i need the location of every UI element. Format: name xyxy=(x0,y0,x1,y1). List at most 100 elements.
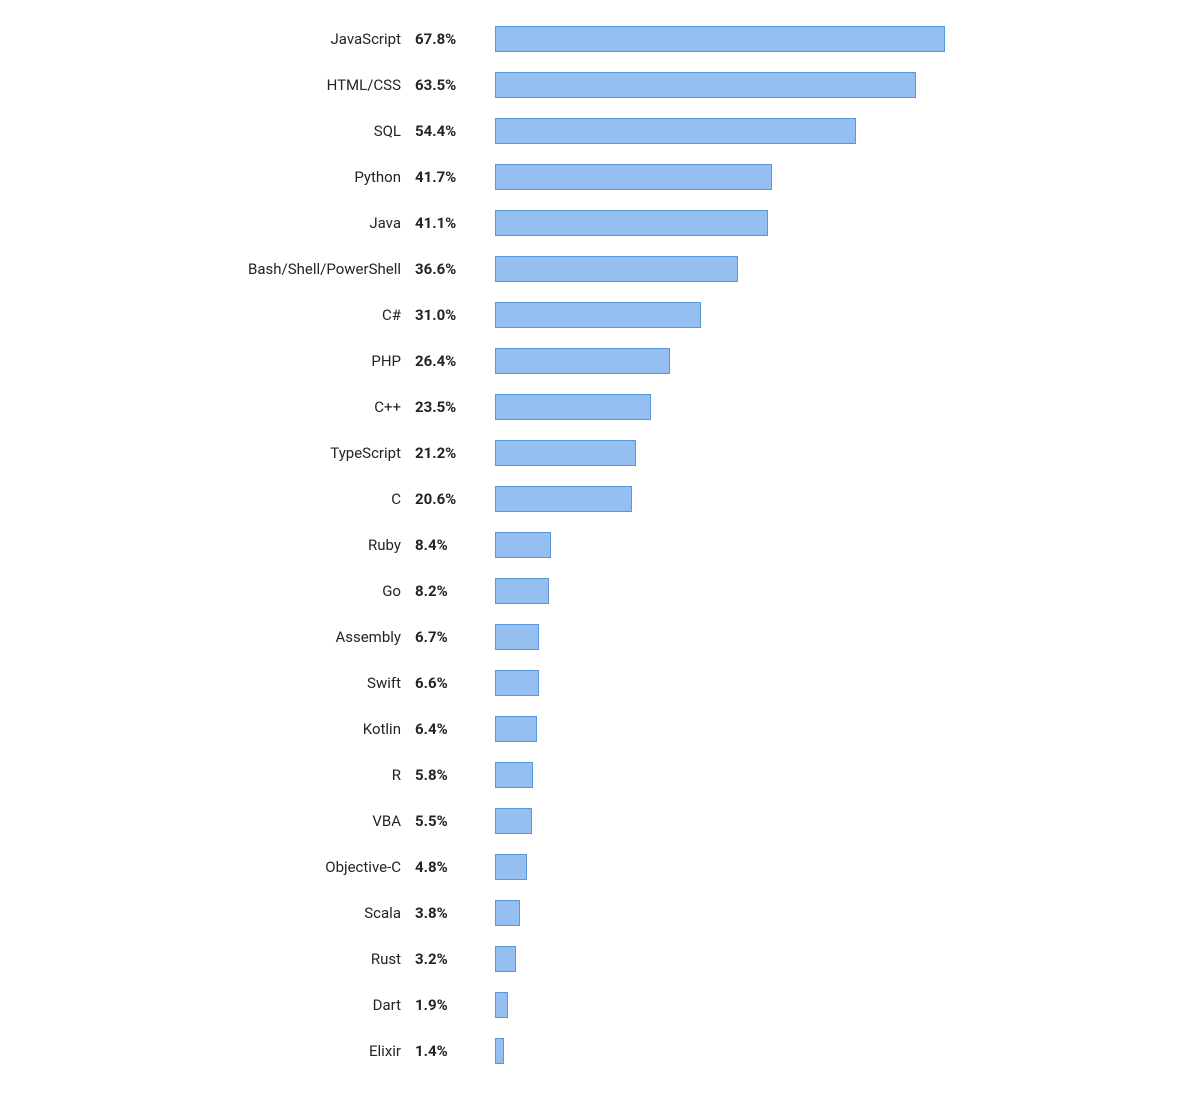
bar-track xyxy=(495,982,1130,1028)
bar-label: VBA xyxy=(70,812,415,830)
bar-value: 6.4% xyxy=(415,720,495,738)
bar xyxy=(495,578,549,604)
bar-value: 23.5% xyxy=(415,398,495,416)
bar xyxy=(495,348,670,374)
bar xyxy=(495,210,768,236)
bar-track xyxy=(495,292,1130,338)
bar-value: 6.6% xyxy=(415,674,495,692)
bar xyxy=(495,118,856,144)
bar-label: Bash/Shell/PowerShell xyxy=(70,260,415,278)
bar xyxy=(495,486,632,512)
bar-row: Go8.2% xyxy=(70,568,1130,614)
bar-label: Objective-C xyxy=(70,858,415,876)
bar-value: 8.2% xyxy=(415,582,495,600)
bar-value: 41.7% xyxy=(415,168,495,186)
bar-label: HTML/CSS xyxy=(70,76,415,94)
bar-row: Bash/Shell/PowerShell36.6% xyxy=(70,246,1130,292)
bar-value: 8.4% xyxy=(415,536,495,554)
bar-track xyxy=(495,798,1130,844)
bar xyxy=(495,992,508,1018)
bar xyxy=(495,440,636,466)
bar-row: SQL54.4% xyxy=(70,108,1130,154)
bar-label: PHP xyxy=(70,352,415,370)
bar xyxy=(495,716,537,742)
bar-row: PHP26.4% xyxy=(70,338,1130,384)
bar-row: Dart1.9% xyxy=(70,982,1130,1028)
bar-row: Kotlin6.4% xyxy=(70,706,1130,752)
bar-track xyxy=(495,16,1130,62)
bar-value: 26.4% xyxy=(415,352,495,370)
bar-value: 5.8% xyxy=(415,766,495,784)
bar xyxy=(495,762,533,788)
bar-track xyxy=(495,62,1130,108)
bar xyxy=(495,532,551,558)
bar-track xyxy=(495,522,1130,568)
bar-label: Go xyxy=(70,582,415,600)
bar-track xyxy=(495,1028,1130,1074)
bar-label: C# xyxy=(70,306,415,324)
bar-row: Assembly6.7% xyxy=(70,614,1130,660)
bar-row: JavaScript67.8% xyxy=(70,16,1130,62)
bar-value: 54.4% xyxy=(415,122,495,140)
bar-track xyxy=(495,200,1130,246)
bar-track xyxy=(495,890,1130,936)
bar-label: Scala xyxy=(70,904,415,922)
bar-label: TypeScript xyxy=(70,444,415,462)
bar xyxy=(495,26,945,52)
bar-value: 36.6% xyxy=(415,260,495,278)
bar-row: C20.6% xyxy=(70,476,1130,522)
bar-row: TypeScript21.2% xyxy=(70,430,1130,476)
bar-label: C++ xyxy=(70,398,415,416)
bar-row: Objective-C4.8% xyxy=(70,844,1130,890)
bar-value: 4.8% xyxy=(415,858,495,876)
bar-label: Python xyxy=(70,168,415,186)
bar-track xyxy=(495,706,1130,752)
bar-row: Rust3.2% xyxy=(70,936,1130,982)
bar-label: Ruby xyxy=(70,536,415,554)
bar-label: Kotlin xyxy=(70,720,415,738)
bar xyxy=(495,164,772,190)
bar-row: VBA5.5% xyxy=(70,798,1130,844)
language-usage-bar-chart: JavaScript67.8% HTML/CSS63.5% SQL54.4% Pyth… xyxy=(0,0,1200,1098)
bar-value: 41.1% xyxy=(415,214,495,232)
bar-label: SQL xyxy=(70,122,415,140)
bar-track xyxy=(495,936,1130,982)
bar xyxy=(495,72,916,98)
bar xyxy=(495,946,516,972)
bar-row: Swift6.6% xyxy=(70,660,1130,706)
bar xyxy=(495,256,738,282)
bar-track xyxy=(495,844,1130,890)
bar-track xyxy=(495,614,1130,660)
bar-track xyxy=(495,384,1130,430)
bar-label: Swift xyxy=(70,674,415,692)
bar-value: 3.8% xyxy=(415,904,495,922)
bar-track xyxy=(495,338,1130,384)
bar-label: Rust xyxy=(70,950,415,968)
bar-row: C#31.0% xyxy=(70,292,1130,338)
bar-row: Ruby8.4% xyxy=(70,522,1130,568)
bar-track xyxy=(495,246,1130,292)
bar-value: 20.6% xyxy=(415,490,495,508)
bar-label: Assembly xyxy=(70,628,415,646)
bar-track xyxy=(495,108,1130,154)
bar-row: R5.8% xyxy=(70,752,1130,798)
bar-label: Elixir xyxy=(70,1042,415,1060)
bar-track xyxy=(495,568,1130,614)
bar xyxy=(495,854,527,880)
bar-value: 67.8% xyxy=(415,30,495,48)
bar xyxy=(495,394,651,420)
bar xyxy=(495,900,520,926)
bar-track xyxy=(495,154,1130,200)
bar xyxy=(495,670,539,696)
bar-value: 21.2% xyxy=(415,444,495,462)
bar-row: Elixir1.4% xyxy=(70,1028,1130,1074)
bar-label: Java xyxy=(70,214,415,232)
bar-value: 5.5% xyxy=(415,812,495,830)
bar-value: 1.9% xyxy=(415,996,495,1014)
bar-value: 3.2% xyxy=(415,950,495,968)
bar-value: 63.5% xyxy=(415,76,495,94)
bar xyxy=(495,808,532,834)
bar-value: 31.0% xyxy=(415,306,495,324)
bar xyxy=(495,624,539,650)
bar xyxy=(495,1038,504,1064)
